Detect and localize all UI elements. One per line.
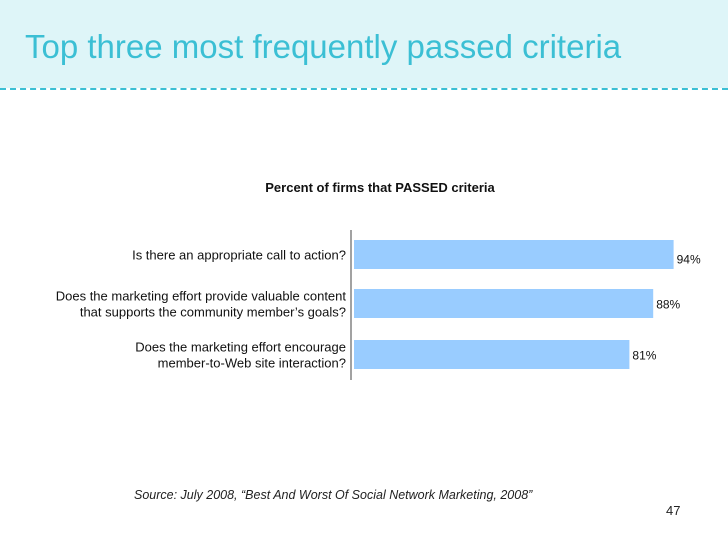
chart-title: Percent of firms that PASSED criteria [265, 180, 495, 195]
category-label-1-line-1: that supports the community member’s goa… [80, 305, 346, 320]
page-number: 47 [666, 503, 681, 518]
value-label-2: 81% [632, 349, 656, 363]
dashed-divider [0, 88, 728, 90]
bar-chart: Percent of firms that PASSED criteria 94… [56, 180, 701, 380]
bar-0 [354, 240, 674, 269]
value-label-0: 94% [677, 253, 701, 267]
title-banner: Top three most frequently passed criteri… [0, 0, 728, 88]
slide-title: Top three most frequently passed criteri… [25, 28, 622, 65]
category-label-2-line-1: member-to-Web site interaction? [158, 356, 346, 371]
source-citation: Source: July 2008, “Best And Worst Of So… [134, 488, 533, 502]
bar-1 [354, 289, 654, 318]
bar-2 [354, 340, 630, 369]
category-label-0-line-0: Is there an appropriate call to action? [132, 248, 346, 263]
category-label-2-line-0: Does the marketing effort encourage [135, 340, 346, 355]
value-label-1: 88% [656, 298, 680, 312]
category-label-1-line-0: Does the marketing effort provide valuab… [56, 289, 347, 304]
